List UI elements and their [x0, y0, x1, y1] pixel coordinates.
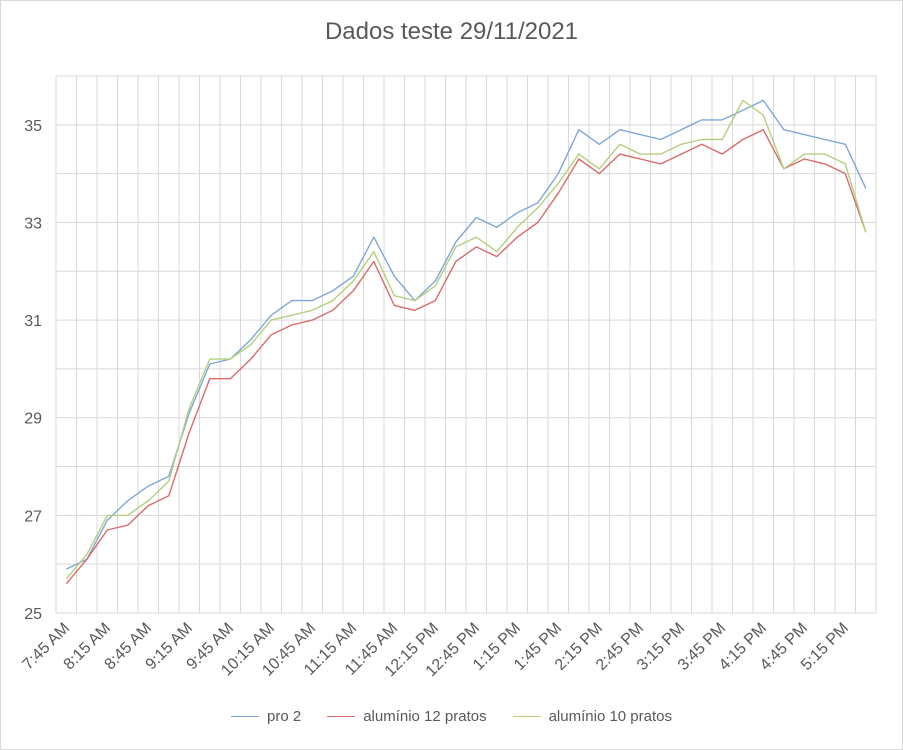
chart-title: Dados teste 29/11/2021 — [324, 18, 579, 45]
series-lines — [65, 99, 867, 585]
y-tick-label: 33 — [24, 215, 42, 232]
y-tick-label: 35 — [24, 118, 42, 135]
legend-label-aluminio-10: alumínio 10 pratos — [548, 708, 672, 725]
series-line-2 — [65, 99, 867, 580]
y-tick-label: 25 — [24, 606, 42, 623]
series-line-0 — [65, 99, 867, 570]
legend-swatch-aluminio-12 — [327, 716, 356, 717]
legend-swatch-aluminio-10 — [512, 716, 541, 717]
legend-item-aluminio-12: alumínio 12 pratos — [327, 708, 487, 725]
legend-label-pro-2: pro 2 — [266, 708, 302, 725]
y-axis-ticks: 25 27 29 31 33 35 — [24, 118, 42, 623]
y-tick-label: 27 — [24, 508, 42, 525]
y-tick-label: 29 — [24, 411, 42, 428]
x-axis-ticks: 7:45 AM8:15 AM8:45 AM9:15 AM9:45 AM10:15… — [20, 620, 853, 680]
legend-swatch-pro-2 — [230, 716, 259, 717]
legend: pro 2 alumínio 12 pratos alumínio 10 pra… — [0, 708, 903, 725]
y-tick-label: 31 — [24, 313, 42, 330]
series-line-1 — [65, 128, 867, 585]
vertical-gridlines — [55, 76, 877, 613]
legend-item-pro-2: pro 2 — [230, 708, 302, 725]
legend-label-aluminio-12: alumínio 12 pratos — [363, 708, 487, 725]
legend-item-aluminio-10: alumínio 10 pratos — [512, 708, 672, 725]
